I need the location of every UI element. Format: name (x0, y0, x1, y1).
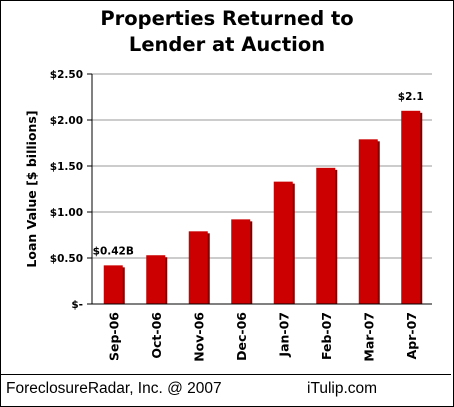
bar (231, 219, 251, 304)
title-line-2: Lender at Auction (128, 33, 326, 56)
bar-chart: $- $0.50 $1.00 $1.50 $2.00 $2.50 Sep-06 Oct-06 N… (24, 69, 432, 362)
bar (273, 181, 293, 304)
footer-credit: ForeclosureRadar, Inc. @ 2007 (6, 380, 222, 397)
x-tick-label: Dec-06 (234, 312, 249, 361)
x-tick-label: Feb-07 (319, 312, 334, 360)
x-tick-label: Nov-06 (191, 312, 206, 362)
bar (316, 167, 336, 304)
grid-lines (92, 73, 432, 259)
y-tick-label: $1.00 (50, 207, 83, 219)
footer-site: iTulip.com (307, 380, 378, 397)
x-tick-label: Oct-06 (149, 312, 164, 359)
x-tick-label: Jan-07 (276, 312, 291, 358)
axes (87, 73, 432, 305)
labels: $- $0.50 $1.00 $1.50 $2.00 $2.50 Sep-06 Oct-06 N… (24, 69, 424, 362)
x-tick-label: Sep-06 (106, 312, 121, 361)
footer: ForeclosureRadar, Inc. @ 2007 iTulip.com (1, 374, 451, 405)
bar (401, 110, 421, 304)
y-tick-label: $2.00 (50, 115, 83, 127)
chart-title: Properties Returned to Lender at Auction (0, 6, 454, 58)
bars (103, 110, 423, 304)
data-label: $2.1 (398, 91, 424, 103)
y-tick-label: $1.50 (50, 161, 83, 173)
data-label: $0.42B (93, 245, 134, 257)
y-axis-title: Loan Value [$ billions] (24, 110, 39, 267)
x-tick-label: Mar-07 (361, 312, 376, 362)
bar (146, 255, 166, 304)
title-line-1: Properties Returned to (100, 7, 354, 30)
x-tick-label: Apr-07 (404, 312, 419, 359)
y-tick-label: $0.50 (50, 253, 83, 265)
bar (188, 231, 208, 304)
y-tick-label: $2.50 (50, 69, 83, 81)
bar (358, 139, 378, 304)
y-tick-label: $- (71, 299, 83, 311)
bar (103, 265, 123, 304)
